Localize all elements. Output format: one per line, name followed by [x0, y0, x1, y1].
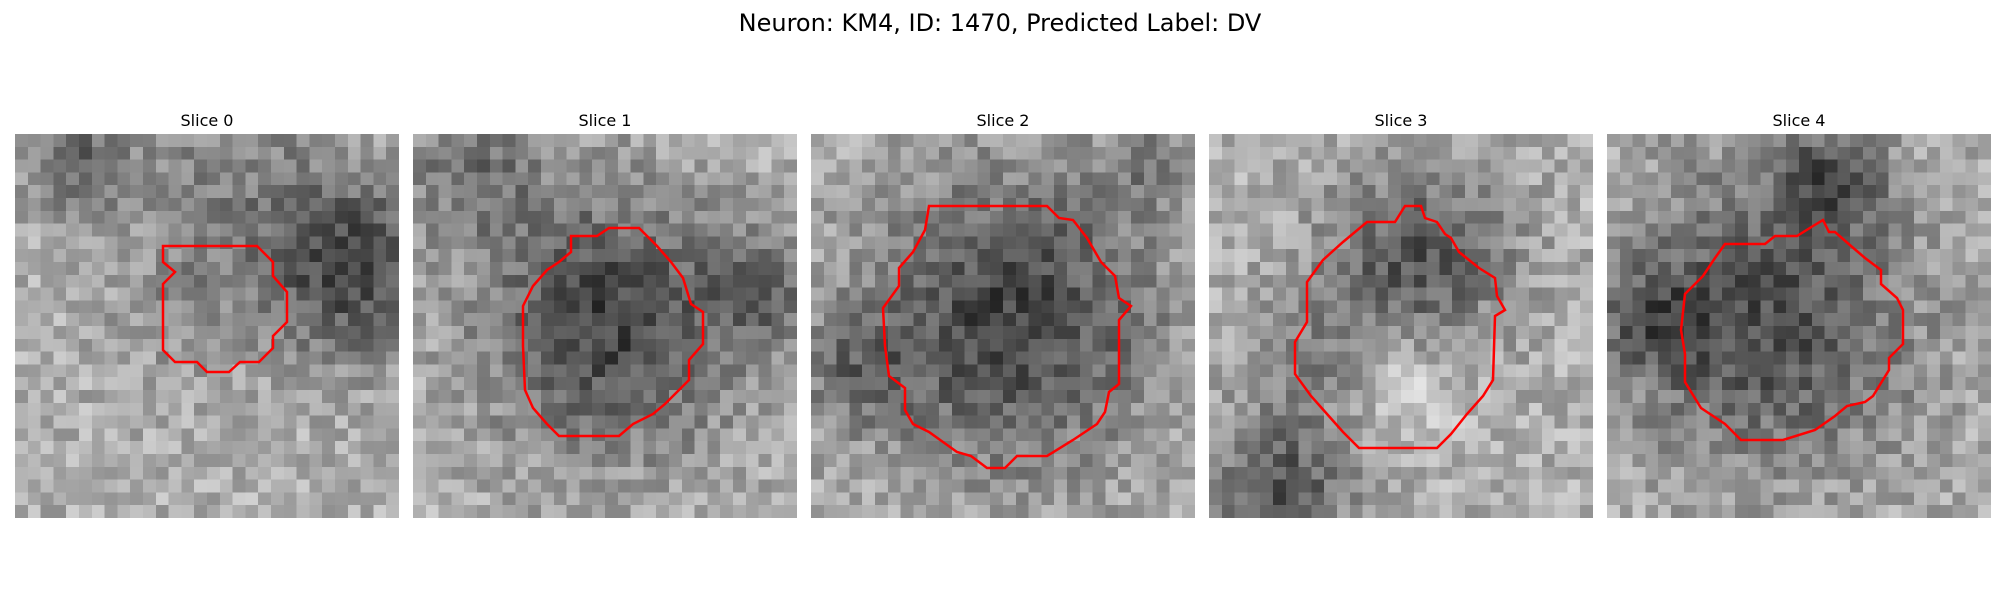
slice-image — [1607, 134, 1991, 518]
slice-panel-0: Slice 0 — [15, 110, 399, 518]
slice-title: Slice 0 — [180, 111, 234, 130]
slice-panel-1: Slice 1 — [413, 110, 797, 518]
slice-title: Slice 2 — [976, 111, 1030, 130]
slice-image — [811, 134, 1195, 518]
slice-title: Slice 1 — [578, 111, 632, 130]
figure-title: Neuron: KM4, ID: 1470, Predicted Label: … — [738, 9, 1262, 37]
roi-contour — [521, 226, 705, 438]
slice-title: Slice 4 — [1772, 111, 1826, 130]
slice-panel-4: Slice 4 — [1607, 110, 1991, 518]
slice-title: Slice 3 — [1374, 111, 1428, 130]
roi-contour — [881, 204, 1133, 470]
roi-contour — [1679, 218, 1905, 442]
slice-image — [413, 134, 797, 518]
roi-contour — [1293, 204, 1507, 450]
roi-contour — [161, 244, 289, 374]
slice-panel-3: Slice 3 — [1209, 110, 1593, 518]
slice-image — [1209, 134, 1593, 518]
slice-image — [15, 134, 399, 518]
slice-panel-2: Slice 2 — [811, 110, 1195, 518]
